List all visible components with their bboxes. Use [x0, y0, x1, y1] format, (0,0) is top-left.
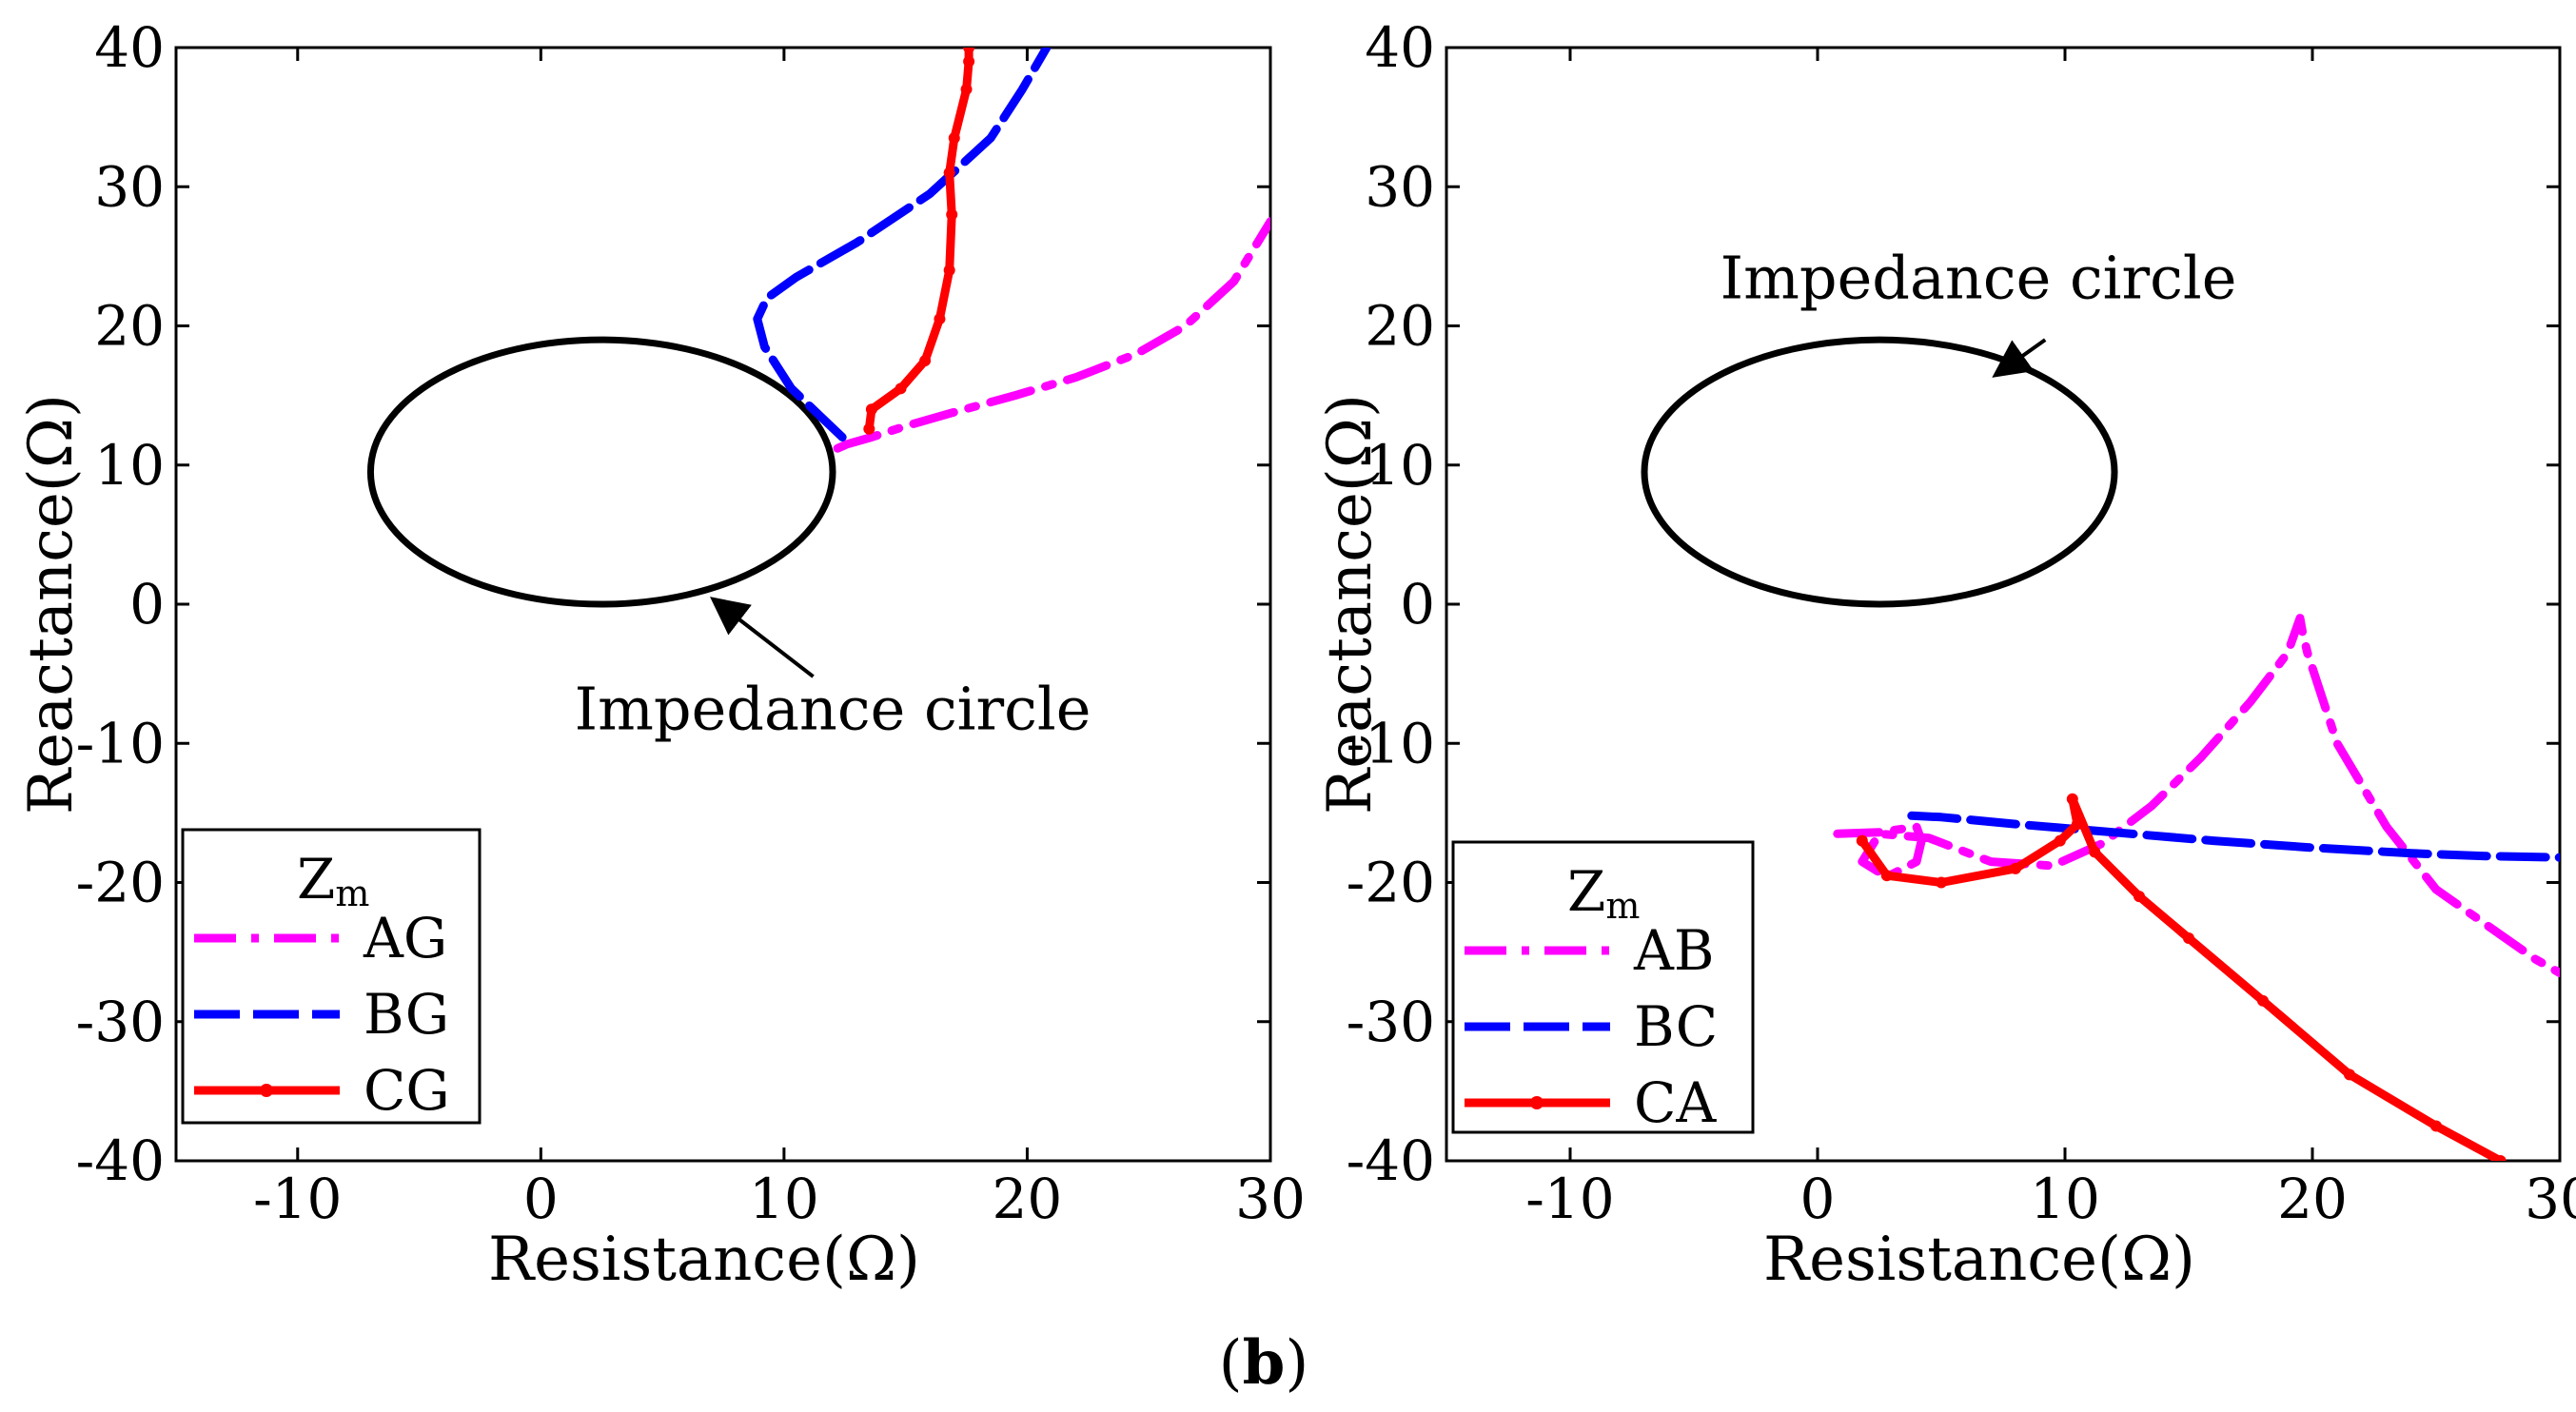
series-marker-ca	[2066, 793, 2078, 805]
x-axis-label: Resistance(Ω)	[488, 1225, 920, 1295]
legend-box	[181, 828, 482, 1125]
series-marker-ca	[1936, 876, 1947, 889]
series-line-ab	[1833, 614, 2560, 978]
right-chart-panel: -10 0 10 20 30 -40 -30 -20 -10 0 10 20 30 40 Resistanc…	[1315, 15, 2576, 1295]
series-marker-cg	[943, 265, 955, 276]
x-tick-label: 10	[749, 1167, 819, 1231]
series-marker-cg	[934, 313, 946, 325]
figure-caption: (b)	[1219, 1327, 1309, 1399]
x-tick-label: -10	[253, 1167, 342, 1231]
x-tick-label: 20	[993, 1167, 1063, 1231]
y-tick-label: 10	[1365, 433, 1435, 498]
plot-area	[1641, 336, 2560, 1161]
series-marker-ca	[1880, 870, 1893, 882]
series-marker-cg	[943, 167, 955, 179]
series-marker-cg	[960, 83, 973, 95]
y-axis-label: Reactance(Ω)	[16, 394, 87, 814]
left-chart-panel: -10 0 10 20 30 -40 -30 -20 -10 0 10 20 30 40 Resistanc…	[16, 15, 1306, 1295]
series-line-bc	[1907, 811, 2560, 862]
legend-title: Zm	[297, 847, 369, 914]
y-tick-label: 40	[1365, 15, 1435, 80]
annotation-arrow	[1992, 338, 2047, 378]
series-marker-cg	[919, 355, 932, 367]
plot-area	[366, 48, 1270, 608]
annotation-label: Impedance circle	[575, 675, 1091, 744]
series-line-ag	[833, 217, 1270, 453]
series-line-bg	[753, 48, 1052, 441]
series-marker-cg	[946, 208, 958, 221]
y-tick-label: 20	[1365, 294, 1435, 359]
series-marker-ca	[2072, 818, 2083, 831]
y-tick-label: -20	[76, 851, 165, 915]
series-marker-ca	[2054, 834, 2066, 847]
legend-box	[1451, 840, 1755, 1134]
y-tick-label: -40	[1347, 1128, 1435, 1193]
series-marker-ca	[2494, 1155, 2507, 1161]
y-tick-label: 0	[129, 572, 165, 637]
x-tick-label: 20	[2277, 1167, 2348, 1231]
y-tick-label: 30	[1365, 154, 1435, 219]
x-tick-label: 0	[1800, 1167, 1836, 1231]
legend-swatch-marker	[1530, 1096, 1544, 1109]
y-axis-label: Reactance(Ω)	[1315, 394, 1386, 814]
series-marker-cg	[963, 55, 975, 68]
x-tick-label: 0	[523, 1167, 559, 1231]
legend-label-bc: BC	[1634, 994, 1718, 1059]
y-tick-label: -40	[76, 1128, 165, 1193]
y-tick-label: -10	[76, 711, 165, 775]
series-marker-ca	[2089, 846, 2101, 858]
x-tick-label: 30	[2525, 1167, 2576, 1231]
series-marker-ca	[2010, 862, 2021, 874]
series-marker-ca	[2344, 1069, 2355, 1081]
series-marker-ca	[1856, 834, 1868, 847]
series-marker-cg	[865, 403, 877, 416]
series-marker-cg	[948, 132, 960, 145]
legend-label-ca: CA	[1634, 1070, 1717, 1135]
annotation-label: Impedance circle	[1721, 243, 2237, 312]
series-marker-cg	[895, 382, 907, 395]
impedance-circle	[366, 336, 836, 608]
legend-label-bg: BG	[364, 982, 449, 1047]
x-tick-label: 10	[2030, 1167, 2100, 1231]
y-tick-label: 40	[94, 15, 165, 80]
legend-title: Zm	[1567, 859, 1640, 927]
annotation-arrow	[710, 597, 815, 678]
y-tick-label: -10	[1347, 711, 1435, 775]
series-marker-ca	[2430, 1120, 2442, 1132]
legend-label-cg: CG	[364, 1058, 450, 1123]
legend-label-ab: AB	[1633, 918, 1715, 983]
y-tick-label: -30	[76, 990, 165, 1054]
series-marker-ca	[2257, 994, 2269, 1007]
y-tick-label: 30	[94, 154, 165, 219]
legend-label-ag: AG	[363, 906, 447, 971]
impedance-circle	[1641, 336, 2118, 608]
series-line-ca	[1858, 794, 2506, 1161]
y-tick-label: 20	[94, 294, 165, 359]
series-line-cg	[864, 48, 973, 434]
x-tick-label: 30	[1235, 1167, 1306, 1231]
series-marker-cg	[863, 422, 875, 435]
y-tick-label: 10	[94, 433, 165, 498]
series-marker-cg	[963, 48, 975, 53]
y-tick-label: -30	[1347, 990, 1435, 1054]
x-axis-label: Resistance(Ω)	[1763, 1225, 2195, 1295]
x-tick-label: -10	[1525, 1167, 1614, 1231]
legend-swatch-marker	[260, 1084, 273, 1097]
y-tick-label: 0	[1400, 572, 1435, 637]
series-marker-ca	[2134, 891, 2145, 903]
series-marker-ca	[2183, 932, 2194, 944]
y-tick-label: -20	[1347, 851, 1435, 915]
